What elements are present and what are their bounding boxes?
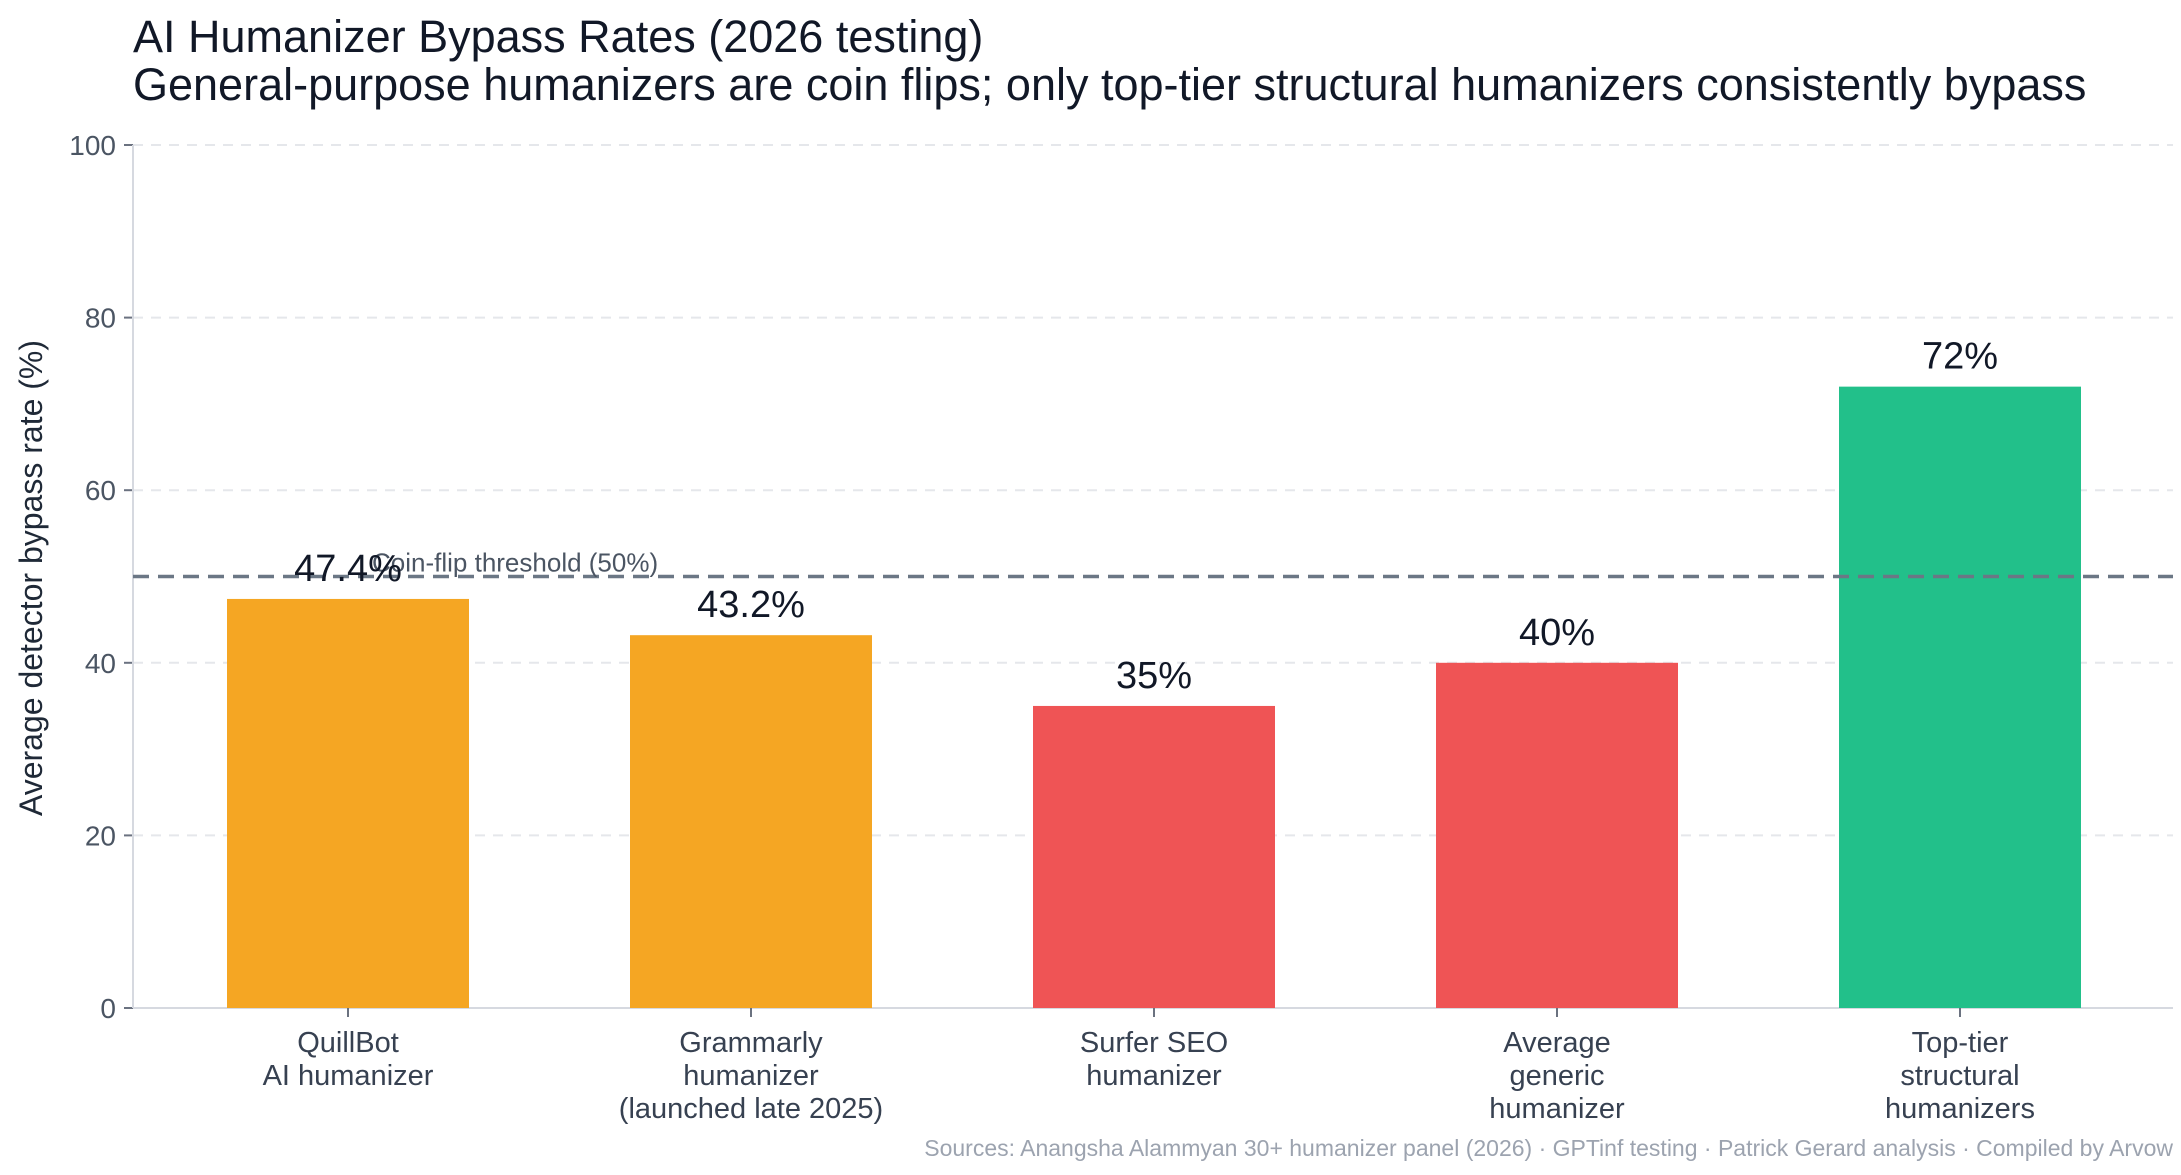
bar bbox=[1436, 662, 1678, 1008]
reference-line-group: Coin-flip threshold (50%) bbox=[133, 548, 2173, 579]
category-label: Average bbox=[1503, 1027, 1611, 1059]
category-label: Top-tier bbox=[1912, 1027, 2009, 1059]
bar bbox=[1033, 705, 1275, 1008]
category-label: Grammarly bbox=[679, 1027, 823, 1059]
y-tick-label: 100 bbox=[69, 130, 116, 161]
category-label: humanizer bbox=[683, 1060, 819, 1092]
y-axis-label: Average detector bypass rate (%) bbox=[13, 340, 49, 816]
category-label: humanizer bbox=[1489, 1093, 1625, 1125]
chart-subtitle: General-purpose humanizers are coin flip… bbox=[133, 59, 2086, 110]
value-labels: 47.4% 43.2% 35% 40% 72% bbox=[294, 336, 1998, 697]
bar bbox=[227, 598, 469, 1008]
category-label: generic bbox=[1509, 1060, 1604, 1092]
y-tick-label: 0 bbox=[100, 993, 116, 1024]
category-label: (launched late 2025) bbox=[619, 1093, 883, 1125]
threshold-label: Coin-flip threshold (50%) bbox=[372, 548, 658, 578]
category-label: humanizers bbox=[1885, 1093, 2035, 1125]
category-label: QuillBot bbox=[297, 1027, 399, 1059]
value-label: 72% bbox=[1922, 336, 1998, 378]
category-label: AI humanizer bbox=[263, 1060, 434, 1092]
bars bbox=[227, 386, 2081, 1008]
value-label: 43.2% bbox=[697, 584, 805, 626]
y-tick-label: 20 bbox=[85, 820, 116, 851]
bar bbox=[630, 635, 872, 1008]
chart-title: AI Humanizer Bypass Rates (2026 testing) bbox=[133, 11, 983, 62]
y-tick-label: 40 bbox=[85, 648, 116, 679]
value-label: 35% bbox=[1116, 655, 1192, 697]
value-label: 47.4% bbox=[294, 548, 402, 590]
category-label: structural bbox=[1900, 1060, 2019, 1092]
gridlines bbox=[133, 144, 2173, 837]
y-tick-label: 80 bbox=[85, 303, 116, 334]
source-note: Sources: Anangsha Alammyan 30+ humanizer… bbox=[924, 1135, 2173, 1161]
category-label: humanizer bbox=[1086, 1060, 1222, 1092]
value-label: 40% bbox=[1519, 612, 1595, 654]
category-label: Surfer SEO bbox=[1080, 1027, 1228, 1059]
bar bbox=[1839, 386, 2081, 1008]
y-tick-label: 60 bbox=[85, 475, 116, 506]
